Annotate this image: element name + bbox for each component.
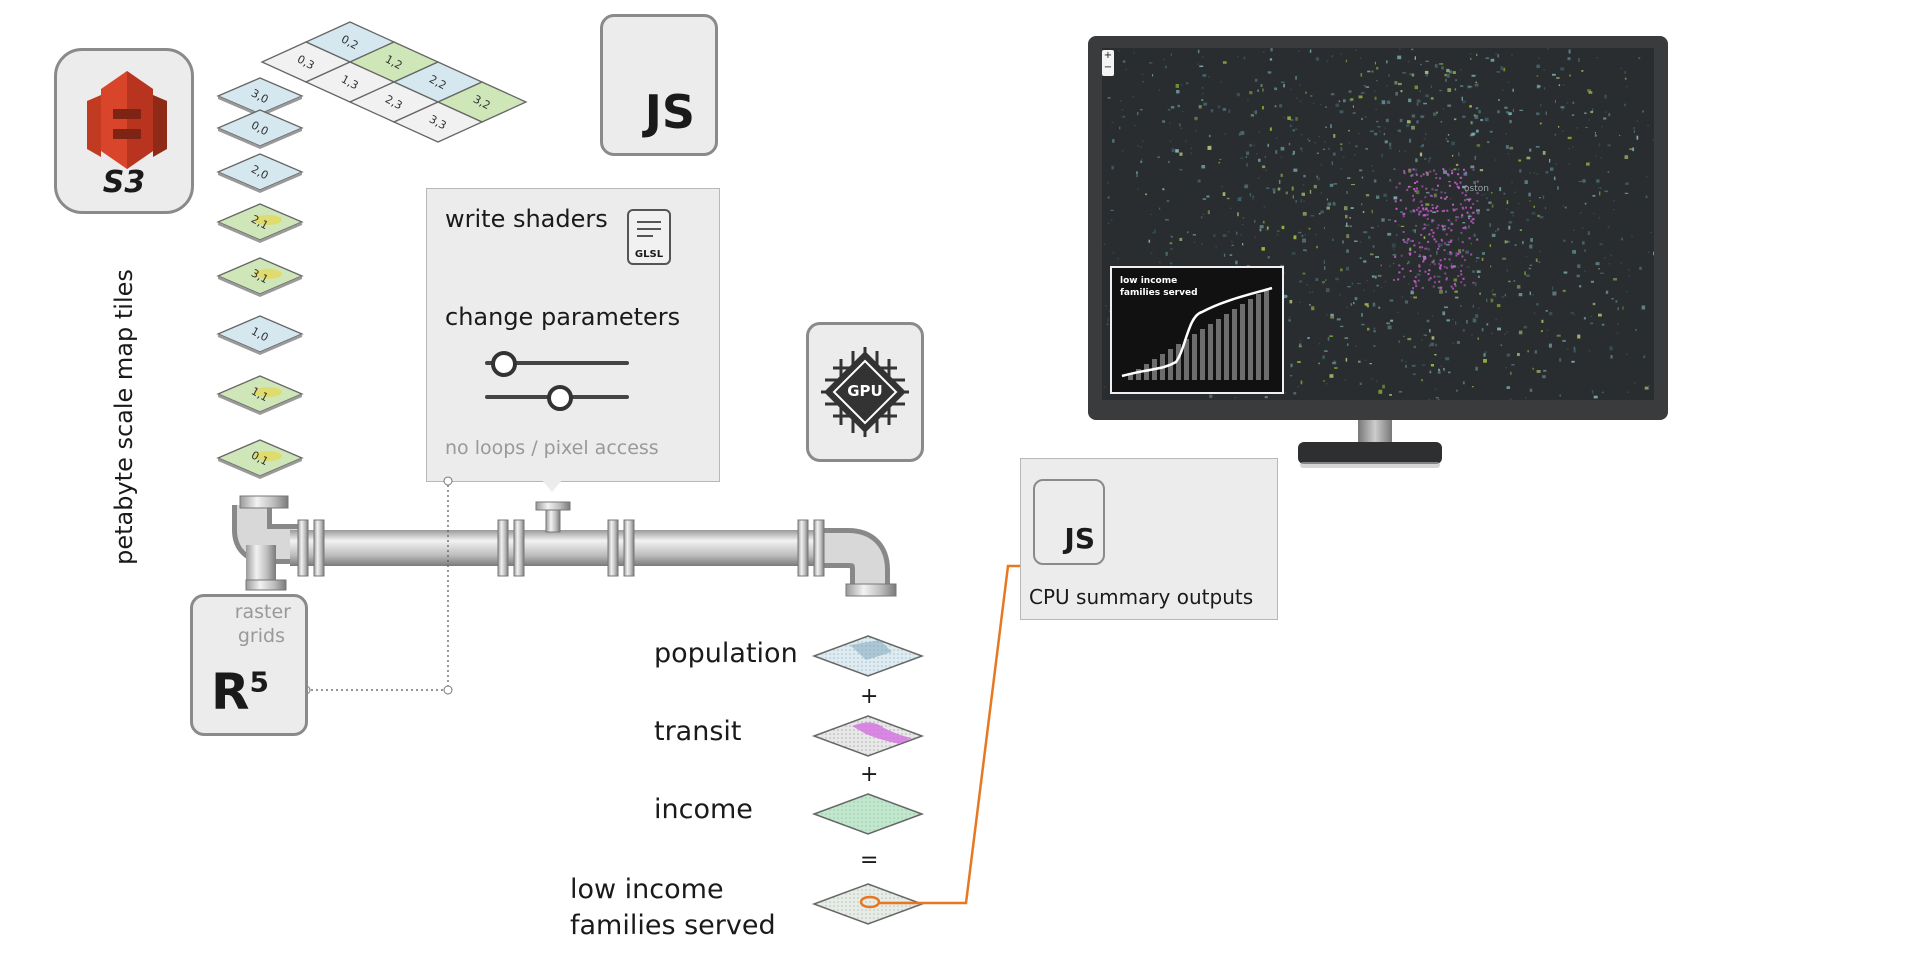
write-shaders-label: write shaders [445,205,608,233]
chart-bar [1128,374,1133,380]
chart-bar [1136,369,1141,380]
chart-line [1121,286,1273,378]
layer-label-result-line2: families served [570,910,776,941]
change-parameters-label: change parameters [445,303,681,331]
chart-title-line1: low income [1120,276,1178,286]
zoom-control[interactable]: + − [1102,50,1114,76]
s3-bucket-icon [87,71,167,169]
monitor-base [1298,442,1442,464]
chart-bar [1232,309,1237,380]
chart-bar [1200,329,1205,380]
cpu-summary-label: CPU summary outputs [1029,585,1254,609]
monitor-screen: + − oston low income families served [1102,48,1654,400]
chart-bar [1184,339,1189,380]
layer-tile-result [811,883,925,925]
map-place-label: oston [1464,184,1489,194]
chart-bar [1192,334,1197,380]
layer-tile-population [811,635,925,677]
constraint-label: no loops / pixel access [445,437,659,459]
gpu-label: GPU [847,382,883,400]
chart-inset: low income families served [1110,266,1284,394]
r5-superscript: 5 [249,665,269,699]
glsl-file-icon: GLSL [627,209,671,265]
js-box-small: JS [1033,479,1105,565]
layer-label-transit: transit [654,716,742,747]
chart-bar [1248,299,1253,380]
r5-box: raster grids R5 [190,594,308,736]
chart-bar [1264,289,1269,380]
zoom-out-button[interactable]: − [1103,62,1113,73]
cpu-connector-line [879,564,1022,905]
chart-bar [1216,319,1221,380]
monitor-base-shadow [1300,462,1440,468]
operator-plus-1: + [860,684,879,709]
chart-bar [1208,324,1213,380]
slider-knob-2[interactable] [547,385,573,411]
layer-label-result-line1: low income [570,874,724,905]
monitor-neck [1358,420,1392,446]
js-small-label: JS [1064,522,1095,555]
layer-tile-income [811,793,925,835]
monitor: + − oston low income families served [1088,36,1668,420]
s3-label: S3 [102,165,146,200]
parameter-slider-2[interactable] [485,385,629,411]
operator-equals: = [860,848,879,873]
r5-caption-line2: grids [237,625,285,647]
zoom-in-button[interactable]: + [1103,50,1113,61]
map-view [1103,48,1654,400]
js-top-label: JS [644,85,695,139]
r5-caption-line1: raster [234,601,291,623]
r5-label: R5 [211,663,269,721]
js-box-top: JS [600,14,718,156]
gpu-box: GPU [806,322,924,462]
chart-bar [1224,314,1229,380]
chart-bar [1240,304,1245,380]
glsl-label: GLSL [634,249,664,260]
chart-plot [1121,286,1273,380]
slider-knob-1[interactable] [491,351,517,377]
r5-letter: R [211,663,250,721]
operator-plus-2: + [860,762,879,787]
layer-label-income: income [654,794,753,825]
s3-box: S3 [54,48,194,214]
layer-label-population: population [654,638,798,669]
chart-bar [1144,364,1149,380]
parameter-slider-1[interactable] [485,351,629,377]
chart-bar [1176,344,1181,380]
gpu-chip-icon [821,347,909,437]
shader-panel: write shaders GLSL change parameters no … [426,188,720,482]
layer-tile-transit [811,715,925,757]
chart-title-line2: families served [1120,288,1198,298]
cpu-summary-panel: JS CPU summary outputs [1020,458,1278,620]
chart-bar [1256,294,1261,380]
shader-panel-pointer [542,480,562,492]
